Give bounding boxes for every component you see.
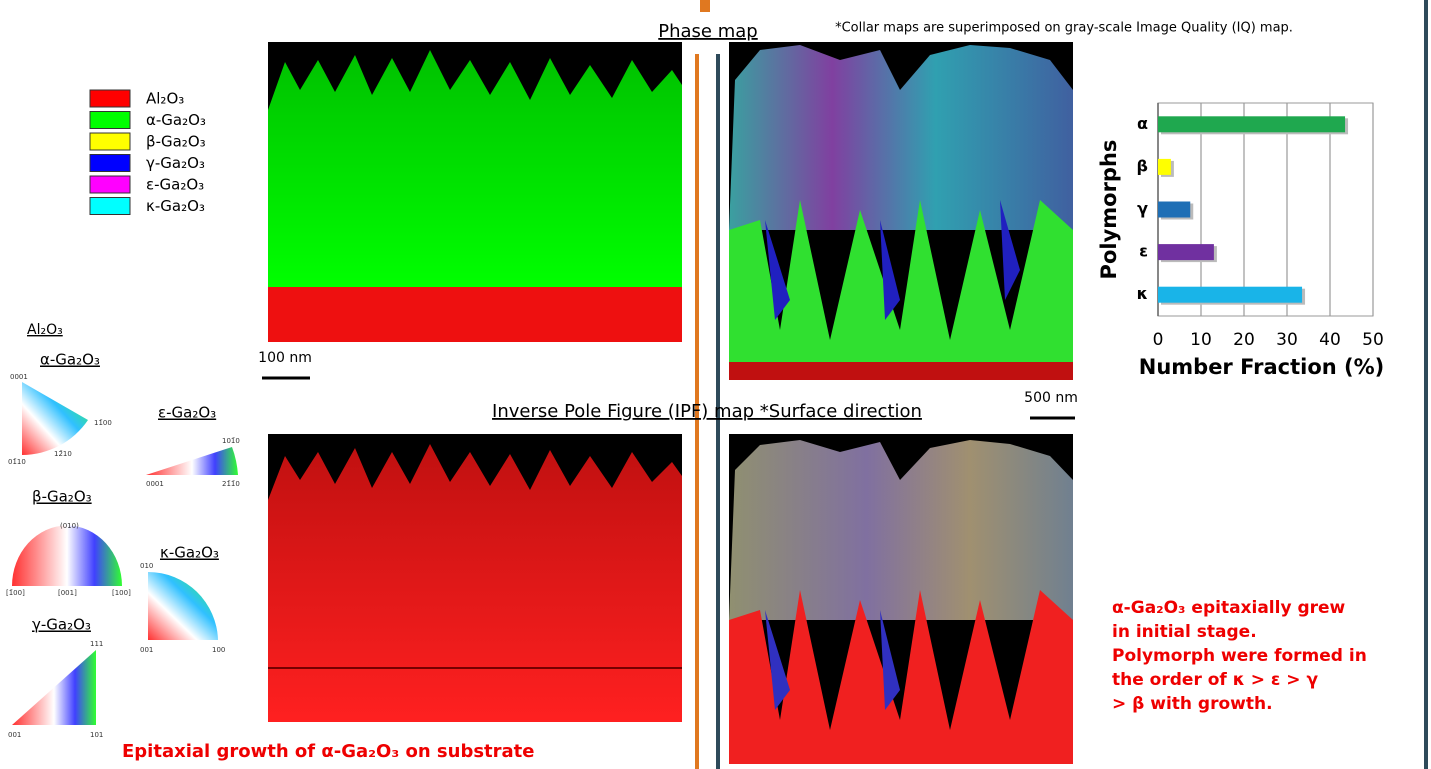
pole-label: 0001 <box>146 480 164 488</box>
y-tick-label: β <box>1137 156 1148 175</box>
legend: Al₂O₃ α-Ga₂O₃ β-Ga₂O₃ γ-Ga₂O₃ ε-Ga₂O₃ κ-Ga₂O₃ <box>90 90 206 216</box>
scale-label: 100 nm <box>258 350 312 366</box>
key-title: α-Ga₂O₃ <box>40 351 100 369</box>
legend-label: ε-Ga₂O₃ <box>146 176 204 194</box>
pole-label: 0001 <box>10 373 28 381</box>
page: Phase map *Collar maps are superimposed … <box>0 0 1431 769</box>
caption: Epitaxial growth of α-Ga₂O₃ on substrate <box>122 741 534 762</box>
pole-label: 12̄10 <box>54 450 72 458</box>
legend-swatch <box>90 198 130 215</box>
legend-swatch <box>90 133 130 150</box>
legend-label: Al₂O₃ <box>146 90 184 108</box>
y-axis-label: Polymorphs <box>1097 140 1121 280</box>
x-tick-label: 0 <box>1153 330 1164 350</box>
ipf-keys: Al₂O₃ α-Ga₂O₃ 0001 11̄00 01̄10 12̄10 ε-G… <box>6 322 240 739</box>
conclusion: α-Ga₂O₃ epitaxially grew in initial stage… <box>1112 598 1367 714</box>
key-title: β-Ga₂O₃ <box>32 488 92 506</box>
key-title: κ-Ga₂O₃ <box>160 544 219 562</box>
x-tick-label: 50 <box>1362 330 1384 350</box>
top-marker <box>700 0 710 12</box>
pole-label: 01̄10 <box>8 458 26 466</box>
pole-label: 001 <box>140 646 153 654</box>
legend-label: β-Ga₂O₃ <box>146 133 206 151</box>
key-title: ε-Ga₂O₃ <box>158 404 216 422</box>
x-tick-label: 40 <box>1319 330 1341 350</box>
figure: Phase map *Collar maps are superimposed … <box>0 0 1431 769</box>
y-tick-label: ε <box>1139 242 1148 261</box>
legend-label: α-Ga₂O₃ <box>146 111 206 129</box>
key-shape <box>148 572 218 640</box>
ipf-map-large <box>729 434 1073 764</box>
bar <box>1158 244 1214 260</box>
phase-map-title: Phase map <box>658 21 757 42</box>
pole-label: 101̄0 <box>222 437 240 445</box>
pole-label: 21̄1̄0 <box>222 480 240 488</box>
legend-swatch <box>90 90 130 107</box>
x-tick-label: 10 <box>1190 330 1212 350</box>
pole-label: 11̄00 <box>94 419 112 427</box>
conclusion-line: the order of κ > ε > γ <box>1112 670 1318 690</box>
bar-chart: 0 10 20 30 40 50 α β γ ε κ Number Fraction (%) Polym… <box>1097 103 1384 379</box>
x-tick-label: 30 <box>1276 330 1298 350</box>
pole-label: 010 <box>140 562 153 570</box>
x-axis-label: Number Fraction (%) <box>1139 355 1385 379</box>
pole-label: [100] <box>112 589 131 597</box>
y-tick-label: γ <box>1137 199 1148 218</box>
ipf-map-small <box>268 434 682 722</box>
bar <box>1158 116 1345 132</box>
conclusion-line: > β with growth. <box>1112 694 1273 714</box>
pole-label: [001] <box>58 589 77 597</box>
ipf-map-title: Inverse Pole Figure (IPF) map *Surface d… <box>492 401 922 422</box>
key-shape <box>12 526 122 587</box>
scale-label: 500 nm <box>1024 390 1078 406</box>
pole-label: (010) <box>60 522 79 530</box>
legend-swatch <box>90 176 130 193</box>
key-title: γ-Ga₂O₃ <box>32 616 91 634</box>
legend-label: κ-Ga₂O₃ <box>146 197 205 215</box>
phase-map-large <box>729 42 1073 380</box>
legend-swatch <box>90 112 130 129</box>
conclusion-line: α-Ga₂O₃ epitaxially grew <box>1112 598 1346 618</box>
conclusion-line: in initial stage. <box>1112 622 1257 642</box>
key-shape <box>146 447 238 475</box>
x-tick-label: 20 <box>1233 330 1255 350</box>
pole-label: 001 <box>8 731 21 739</box>
pole-label: [1̄00] <box>6 589 25 597</box>
bar <box>1158 202 1190 218</box>
note: *Collar maps are superimposed on gray-sc… <box>835 21 1293 36</box>
legend-label: γ-Ga₂O₃ <box>146 154 205 172</box>
legend-swatch <box>90 155 130 172</box>
bar <box>1158 287 1302 303</box>
pole-label: 111 <box>90 640 103 648</box>
bar <box>1158 159 1171 175</box>
phase-map-small <box>268 42 682 342</box>
pole-label: 101 <box>90 731 103 739</box>
key-shape <box>12 650 96 725</box>
key-title: Al₂O₃ <box>27 322 63 338</box>
key-shape <box>22 382 88 455</box>
pole-label: 100 <box>212 646 225 654</box>
conclusion-line: Polymorph were formed in <box>1112 646 1367 666</box>
y-tick-label: κ <box>1137 284 1148 303</box>
y-tick-label: α <box>1137 114 1148 133</box>
